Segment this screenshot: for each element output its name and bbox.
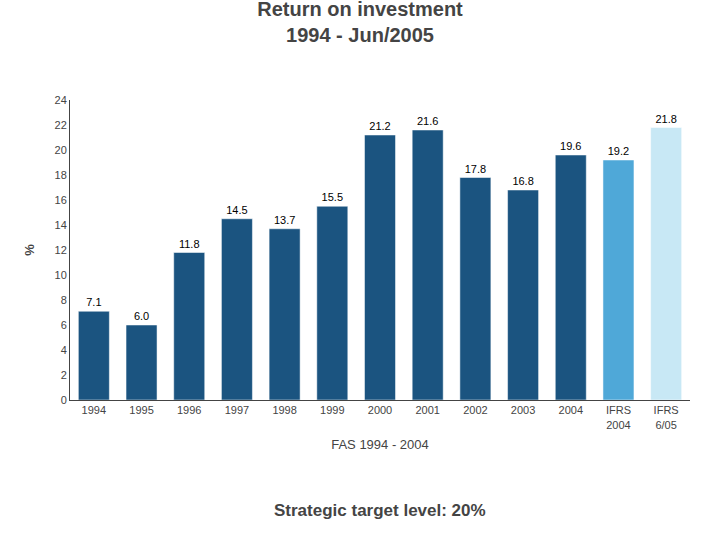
svg-text:24: 24 — [55, 94, 67, 106]
svg-text:1999: 1999 — [320, 404, 344, 416]
svg-text:IFRS2004: IFRS2004 — [606, 404, 631, 430]
svg-text:10: 10 — [55, 269, 67, 281]
svg-text:Strategic target level: 20%: Strategic target level: 20% — [274, 501, 486, 520]
svg-text:1994: 1994 — [82, 404, 106, 416]
svg-text:18: 18 — [55, 169, 67, 181]
svg-text:2000: 2000 — [368, 404, 392, 416]
svg-text:20: 20 — [55, 144, 67, 156]
svg-text:19.6: 19.6 — [560, 140, 581, 152]
svg-text:22: 22 — [55, 119, 67, 131]
svg-text:19.2: 19.2 — [608, 145, 629, 157]
svg-text:Return on investment1994 - Jun: Return on investment1994 - Jun/2005 — [257, 0, 463, 46]
svg-text:14: 14 — [55, 219, 67, 231]
svg-text:1998: 1998 — [272, 404, 296, 416]
svg-text:13.7: 13.7 — [274, 214, 295, 226]
svg-text:2002: 2002 — [463, 404, 487, 416]
svg-text:11.8: 11.8 — [179, 238, 200, 250]
svg-text:12: 12 — [55, 244, 67, 256]
svg-text:2001: 2001 — [415, 404, 439, 416]
svg-text:7.1: 7.1 — [86, 296, 101, 308]
svg-text:16: 16 — [55, 194, 67, 206]
svg-text:21.2: 21.2 — [369, 120, 390, 132]
svg-text:21.6: 21.6 — [417, 115, 438, 127]
svg-text:8: 8 — [61, 294, 67, 306]
svg-text:16.8: 16.8 — [512, 175, 533, 187]
svg-text:14.5: 14.5 — [226, 204, 247, 216]
svg-text:2: 2 — [61, 369, 67, 381]
svg-text:4: 4 — [61, 344, 67, 356]
svg-text:1995: 1995 — [129, 404, 153, 416]
svg-text:%: % — [22, 244, 37, 256]
svg-text:FAS 1994 - 2004: FAS 1994 - 2004 — [331, 437, 429, 452]
svg-text:1996: 1996 — [177, 404, 201, 416]
svg-text:6.0: 6.0 — [134, 310, 149, 322]
svg-text:2003: 2003 — [511, 404, 535, 416]
svg-text:0: 0 — [61, 394, 67, 406]
svg-text:15.5: 15.5 — [322, 191, 343, 203]
svg-text:2004: 2004 — [559, 404, 583, 416]
svg-text:17.8: 17.8 — [465, 163, 486, 175]
svg-text:1997: 1997 — [225, 404, 249, 416]
svg-text:21.8: 21.8 — [655, 113, 676, 125]
svg-text:IFRS6/05: IFRS6/05 — [654, 404, 679, 430]
svg-text:6: 6 — [61, 319, 67, 331]
